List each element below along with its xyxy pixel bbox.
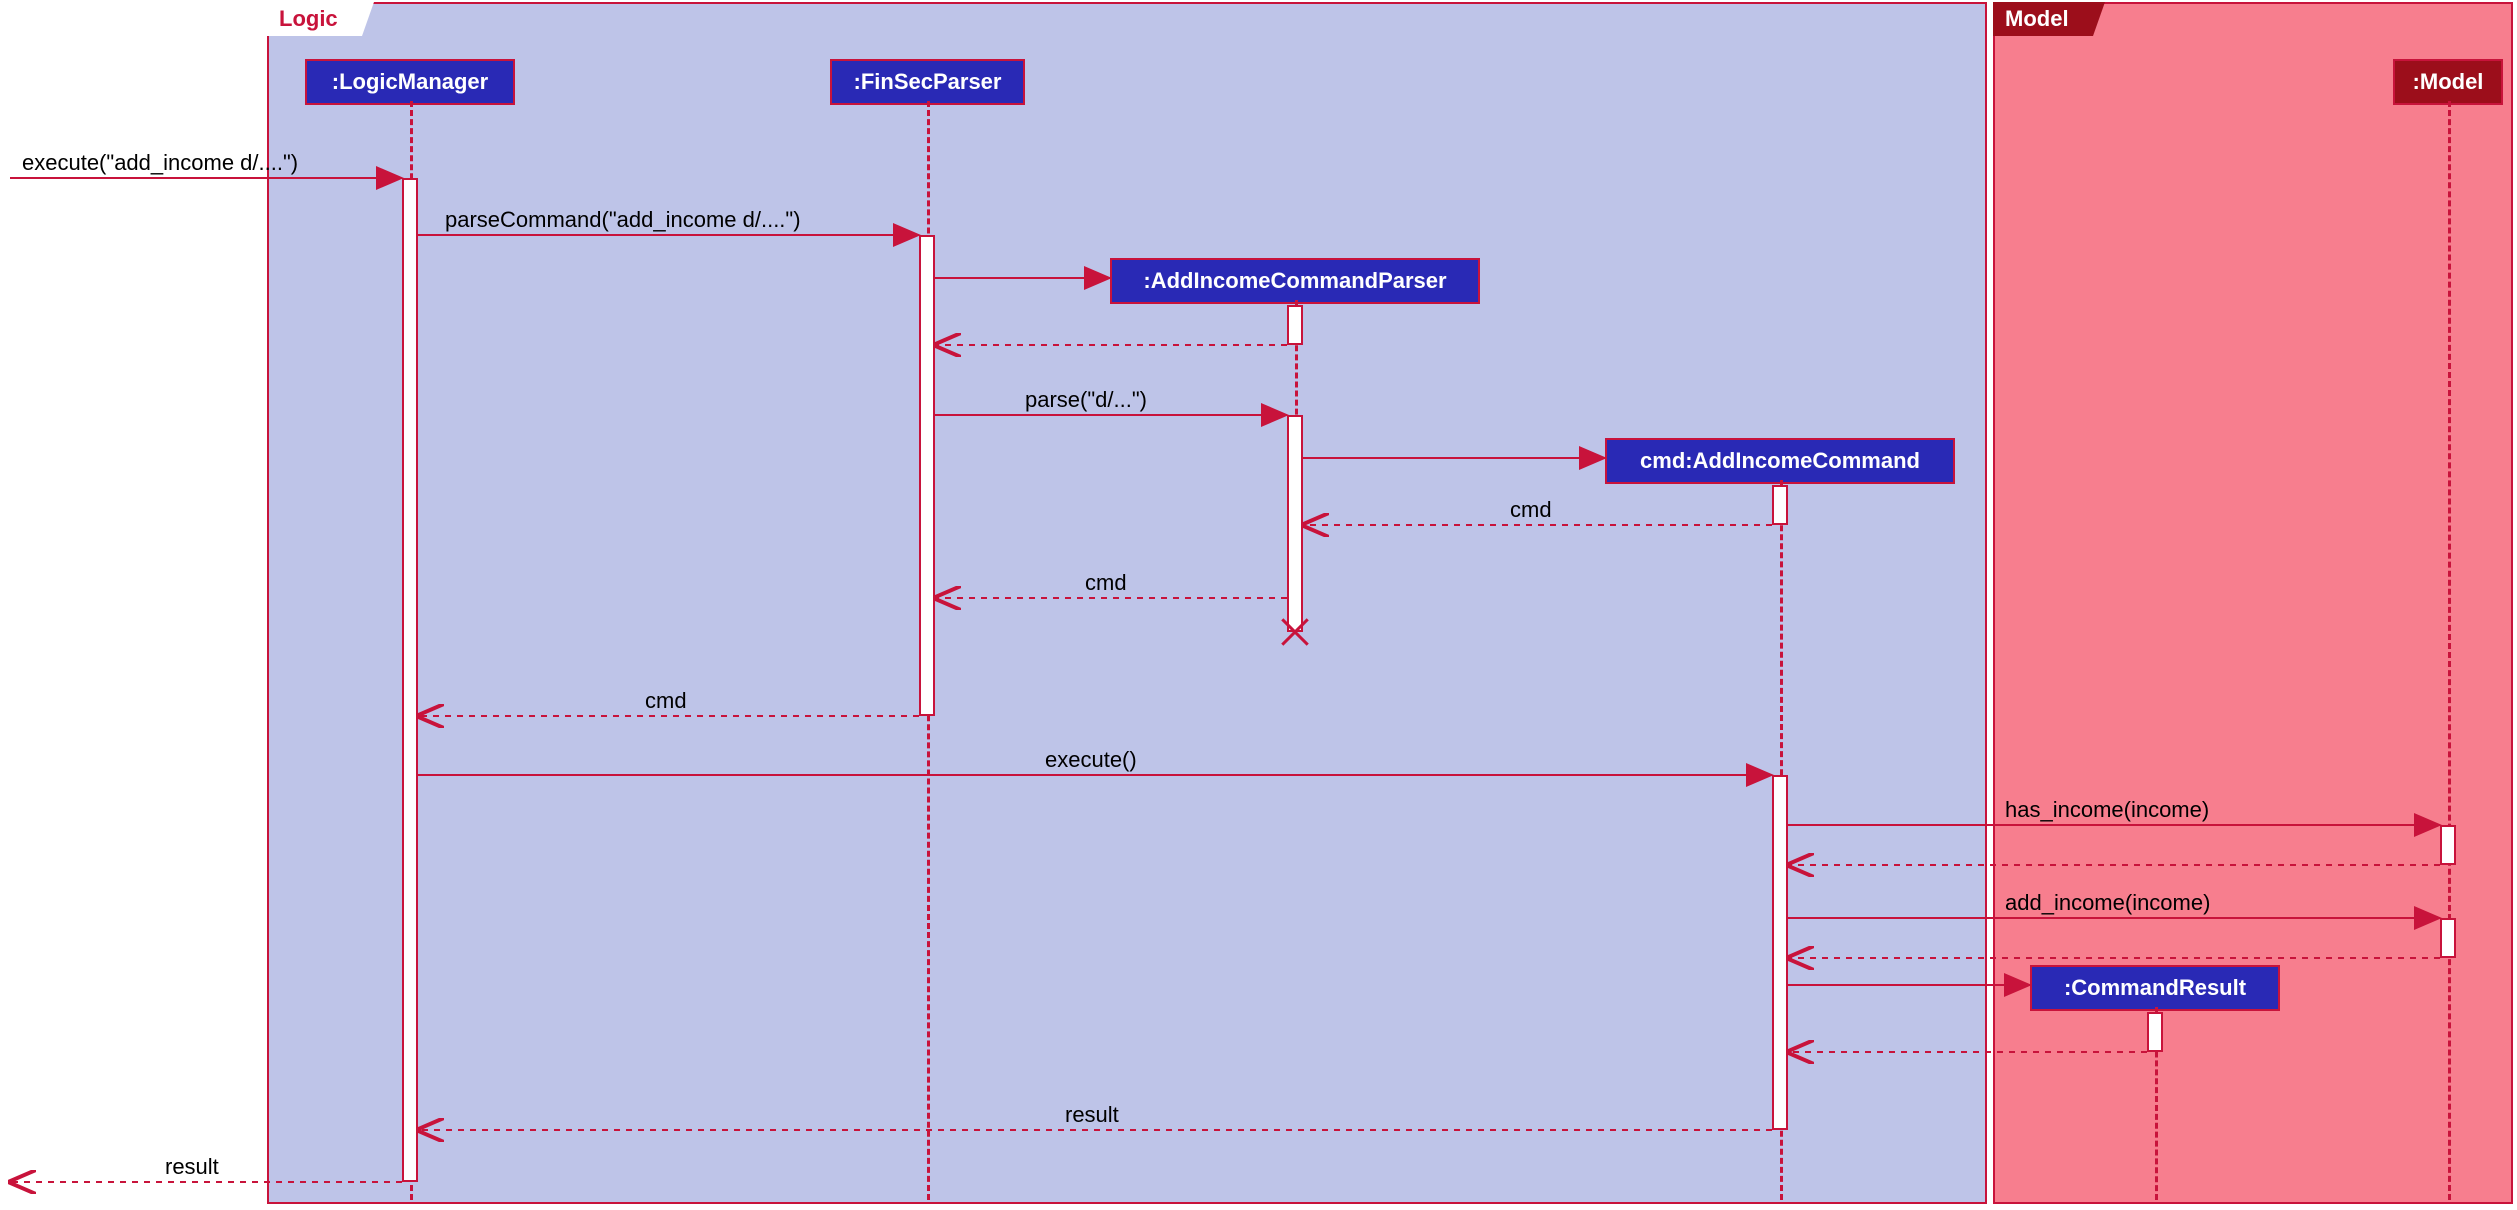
activation-model-6 — [2440, 825, 2456, 865]
activation-addincparser-2 — [1287, 305, 1303, 345]
participant-addincomecommandparser: :AddIncomeCommandParser — [1110, 258, 1480, 304]
message-label-17: result — [165, 1154, 219, 1180]
message-label-12: add_income(income) — [2005, 890, 2210, 916]
message-label-8: cmd — [645, 688, 687, 714]
lifeline-model — [2448, 101, 2451, 1200]
message-label-0: execute("add_income d/....") — [22, 150, 298, 176]
activation-addincparser-3 — [1287, 415, 1303, 632]
frame-logic-label: Logic — [267, 2, 362, 36]
activation-logicmanager-0 — [402, 178, 418, 1182]
message-label-7: cmd — [1085, 570, 1127, 596]
participant-model: :Model — [2393, 59, 2503, 105]
destroy-icon — [1281, 618, 1309, 646]
participant-commandresult: :CommandResult — [2030, 965, 2280, 1011]
frame-model: Model — [1993, 2, 2513, 1204]
activation-addinccmd-5 — [1772, 775, 1788, 1130]
activation-cmdresult-8 — [2147, 1012, 2163, 1052]
activation-model-7 — [2440, 918, 2456, 958]
message-label-4: parse("d/...") — [1025, 387, 1147, 413]
activation-finsecparser-1 — [919, 235, 935, 716]
message-label-6: cmd — [1510, 497, 1552, 523]
message-label-1: parseCommand("add_income d/....") — [445, 207, 801, 233]
participant-logicmanager: :LogicManager — [305, 59, 515, 105]
participant-addincomecommand: cmd:AddIncomeCommand — [1605, 438, 1955, 484]
message-label-16: result — [1065, 1102, 1119, 1128]
activation-addinccmd-4 — [1772, 485, 1788, 525]
frame-logic: Logic — [267, 2, 1987, 1204]
participant-finsecparser: :FinSecParser — [830, 59, 1025, 105]
sequence-diagram: Logic Model :LogicManager :FinSecParser … — [0, 0, 2517, 1210]
frame-model-label: Model — [1993, 2, 2093, 36]
message-label-9: execute() — [1045, 747, 1137, 773]
message-label-10: has_income(income) — [2005, 797, 2209, 823]
